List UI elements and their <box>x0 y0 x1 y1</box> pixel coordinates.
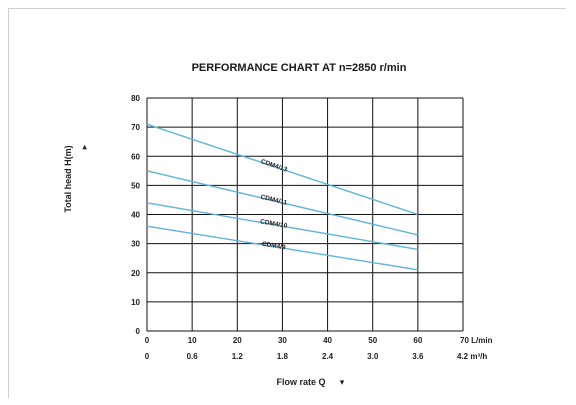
x-tick-label-lmin: 20 <box>233 336 242 345</box>
x-tick-label-lmin: 70 L/min <box>460 336 493 345</box>
x-axis-label: Flow rate Q <box>276 377 325 387</box>
x-tick-label-m3h: 1.8 <box>277 352 289 361</box>
series-line <box>146 225 418 271</box>
x-tick-label-m3h: 1.2 <box>232 352 244 361</box>
x-tick-label-lmin: 60 <box>413 336 422 345</box>
y-tick-label: 20 <box>131 269 140 278</box>
series-label: CDM4/11 <box>260 194 288 207</box>
y-tick-label: 10 <box>131 298 140 307</box>
performance-chart: PERFORMANCE CHART AT n=2850 r/min CDM4/1… <box>63 62 493 387</box>
y-tick-label: 40 <box>131 211 140 220</box>
chart-frame: PERFORMANCE CHART AT n=2850 r/min CDM4/1… <box>8 8 566 398</box>
chart-title: PERFORMANCE CHART AT n=2850 r/min <box>192 62 407 74</box>
x-tick-label-lmin: 30 <box>278 336 287 345</box>
x-tick-label-m3h: 2.4 <box>322 352 334 361</box>
x-axis-arrow: ▾ <box>340 377 345 387</box>
x-tick-label-m3h: 0 <box>145 352 150 361</box>
y-tick-label: 80 <box>131 94 140 103</box>
x-tick-label-lmin: 0 <box>145 336 150 345</box>
x-tick-label-lmin: 40 <box>323 336 332 345</box>
x-tick-label-m3h: 3.0 <box>367 352 379 361</box>
y-tick-label: 60 <box>131 152 140 161</box>
y-axis-arrow: ▸ <box>79 144 89 149</box>
series-line <box>146 123 419 216</box>
x-tick-label-m3h: 4.2 m³/h <box>457 352 487 361</box>
series-line <box>146 170 419 236</box>
x-tick-label-lmin: 50 <box>368 336 377 345</box>
y-tick-label: 50 <box>131 181 140 190</box>
tick-labels: 0 10 20 30 40 50 60 70 80 0 10 20 30 40 50 60 0 0.6 1.2 1.8… <box>131 94 492 361</box>
y-tick-label: 0 <box>136 327 141 336</box>
y-tick-label: 30 <box>131 240 140 249</box>
x-tick-label-lmin: 10 <box>188 336 197 345</box>
series-label: CDM4/9 <box>261 241 286 252</box>
y-axis-label: Total head H(m) <box>63 145 73 212</box>
x-tick-label-m3h: 3.6 <box>412 352 424 361</box>
grid <box>146 97 464 332</box>
y-tick-label: 70 <box>131 123 140 132</box>
series-label: CDM4/13 <box>260 158 289 173</box>
x-tick-label-m3h: 0.6 <box>187 352 199 361</box>
series-label: CDM4/10 <box>260 218 289 230</box>
series-line <box>146 202 418 251</box>
